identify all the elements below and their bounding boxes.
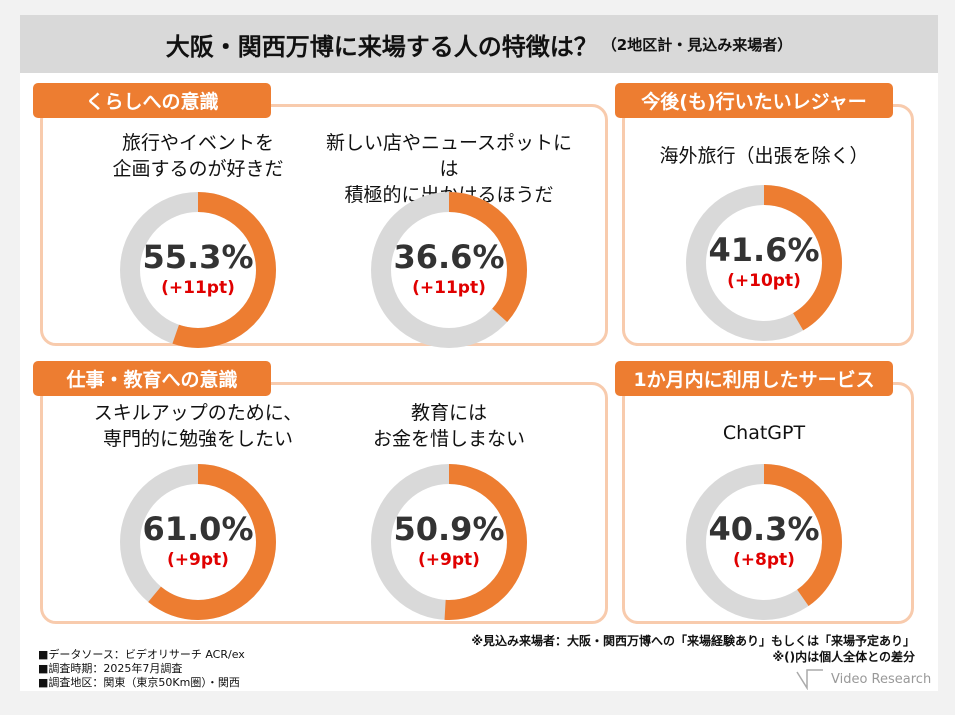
- percent-value: 61.0%: [142, 510, 254, 548]
- page-title: 大阪・関西万博に来場する人の特徴は？: [165, 32, 598, 61]
- question-label: 教育には お金を惜しまない: [372, 402, 525, 450]
- section-tab-work: 仕事・教育への意識: [33, 361, 271, 396]
- percent-value: 55.3%: [142, 238, 254, 276]
- percent-value: 41.6%: [708, 231, 820, 269]
- card: [20, 15, 938, 691]
- question-label: 旅行やイベントを 企画するのが好きだ: [112, 132, 284, 180]
- note-definition: ※見込み来場者：大阪・関西万博への「来場経験あり」もしくは「来場予定あり」: [471, 634, 915, 648]
- logo-mark-icon: [796, 669, 823, 690]
- diff-value: (+8pt): [733, 550, 795, 570]
- source-data: ■データソース：ビデオリサーチ ACR/ex: [38, 648, 245, 661]
- diff-value: (+9pt): [167, 550, 229, 570]
- section-tab-leisure: 今後(も)行いたいレジャー: [615, 83, 893, 118]
- donut-chart: 40.3% (+8pt): [684, 462, 844, 622]
- question-label: スキルアップのために、 専門的に勉強をしたい: [93, 402, 303, 450]
- video-research-logo: Video Research: [795, 668, 931, 690]
- diff-value: (+11pt): [161, 278, 235, 298]
- source-period: ■調査時期：2025年7月調査: [38, 662, 183, 675]
- diff-value: (+9pt): [418, 550, 480, 570]
- section-box-lifestyle: [40, 104, 608, 346]
- question-label: 海外旅行（出張を除く）: [659, 145, 869, 167]
- source-region: ■調査地区：関東（東京50Km圏）・関西: [38, 676, 240, 689]
- diff-value: (+11pt): [412, 278, 486, 298]
- donut-fill: [371, 192, 527, 348]
- diff-value: (+10pt): [727, 271, 801, 291]
- percent-value: 40.3%: [708, 510, 820, 548]
- percent-value: 50.9%: [393, 510, 505, 548]
- donut-fill: [686, 464, 842, 620]
- title-bar: 大阪・関西万博に来場する人の特徴は？ （2地区計・見込み来場者）: [20, 15, 938, 73]
- donut-fill: [371, 464, 527, 620]
- donut-chart: 50.9% (+9pt): [369, 462, 529, 622]
- donut-fill: [120, 192, 276, 348]
- donut-chart: 36.6% (+11pt): [369, 190, 529, 350]
- question-label: ChatGPT: [722, 422, 806, 444]
- donut-fill: [686, 185, 842, 341]
- donut-chart: 41.6% (+10pt): [684, 183, 844, 343]
- donut-fill: [120, 464, 276, 620]
- section-tab-lifestyle: くらしへの意識: [33, 83, 271, 118]
- donut-chart: 61.0% (+9pt): [118, 462, 278, 622]
- donut-chart: 55.3% (+11pt): [118, 190, 278, 350]
- page-subtitle: （2地区計・見込み来場者）: [601, 35, 793, 54]
- note-diff: ※()内は個人全体との差分: [772, 650, 915, 664]
- percent-value: 36.6%: [393, 238, 505, 276]
- section-box-work: [40, 382, 608, 624]
- question-label: 新しい店やニュースポットには 積極的に出かけるほうだ: [325, 132, 573, 206]
- section-tab-service: 1か月内に利用したサービス: [615, 361, 893, 396]
